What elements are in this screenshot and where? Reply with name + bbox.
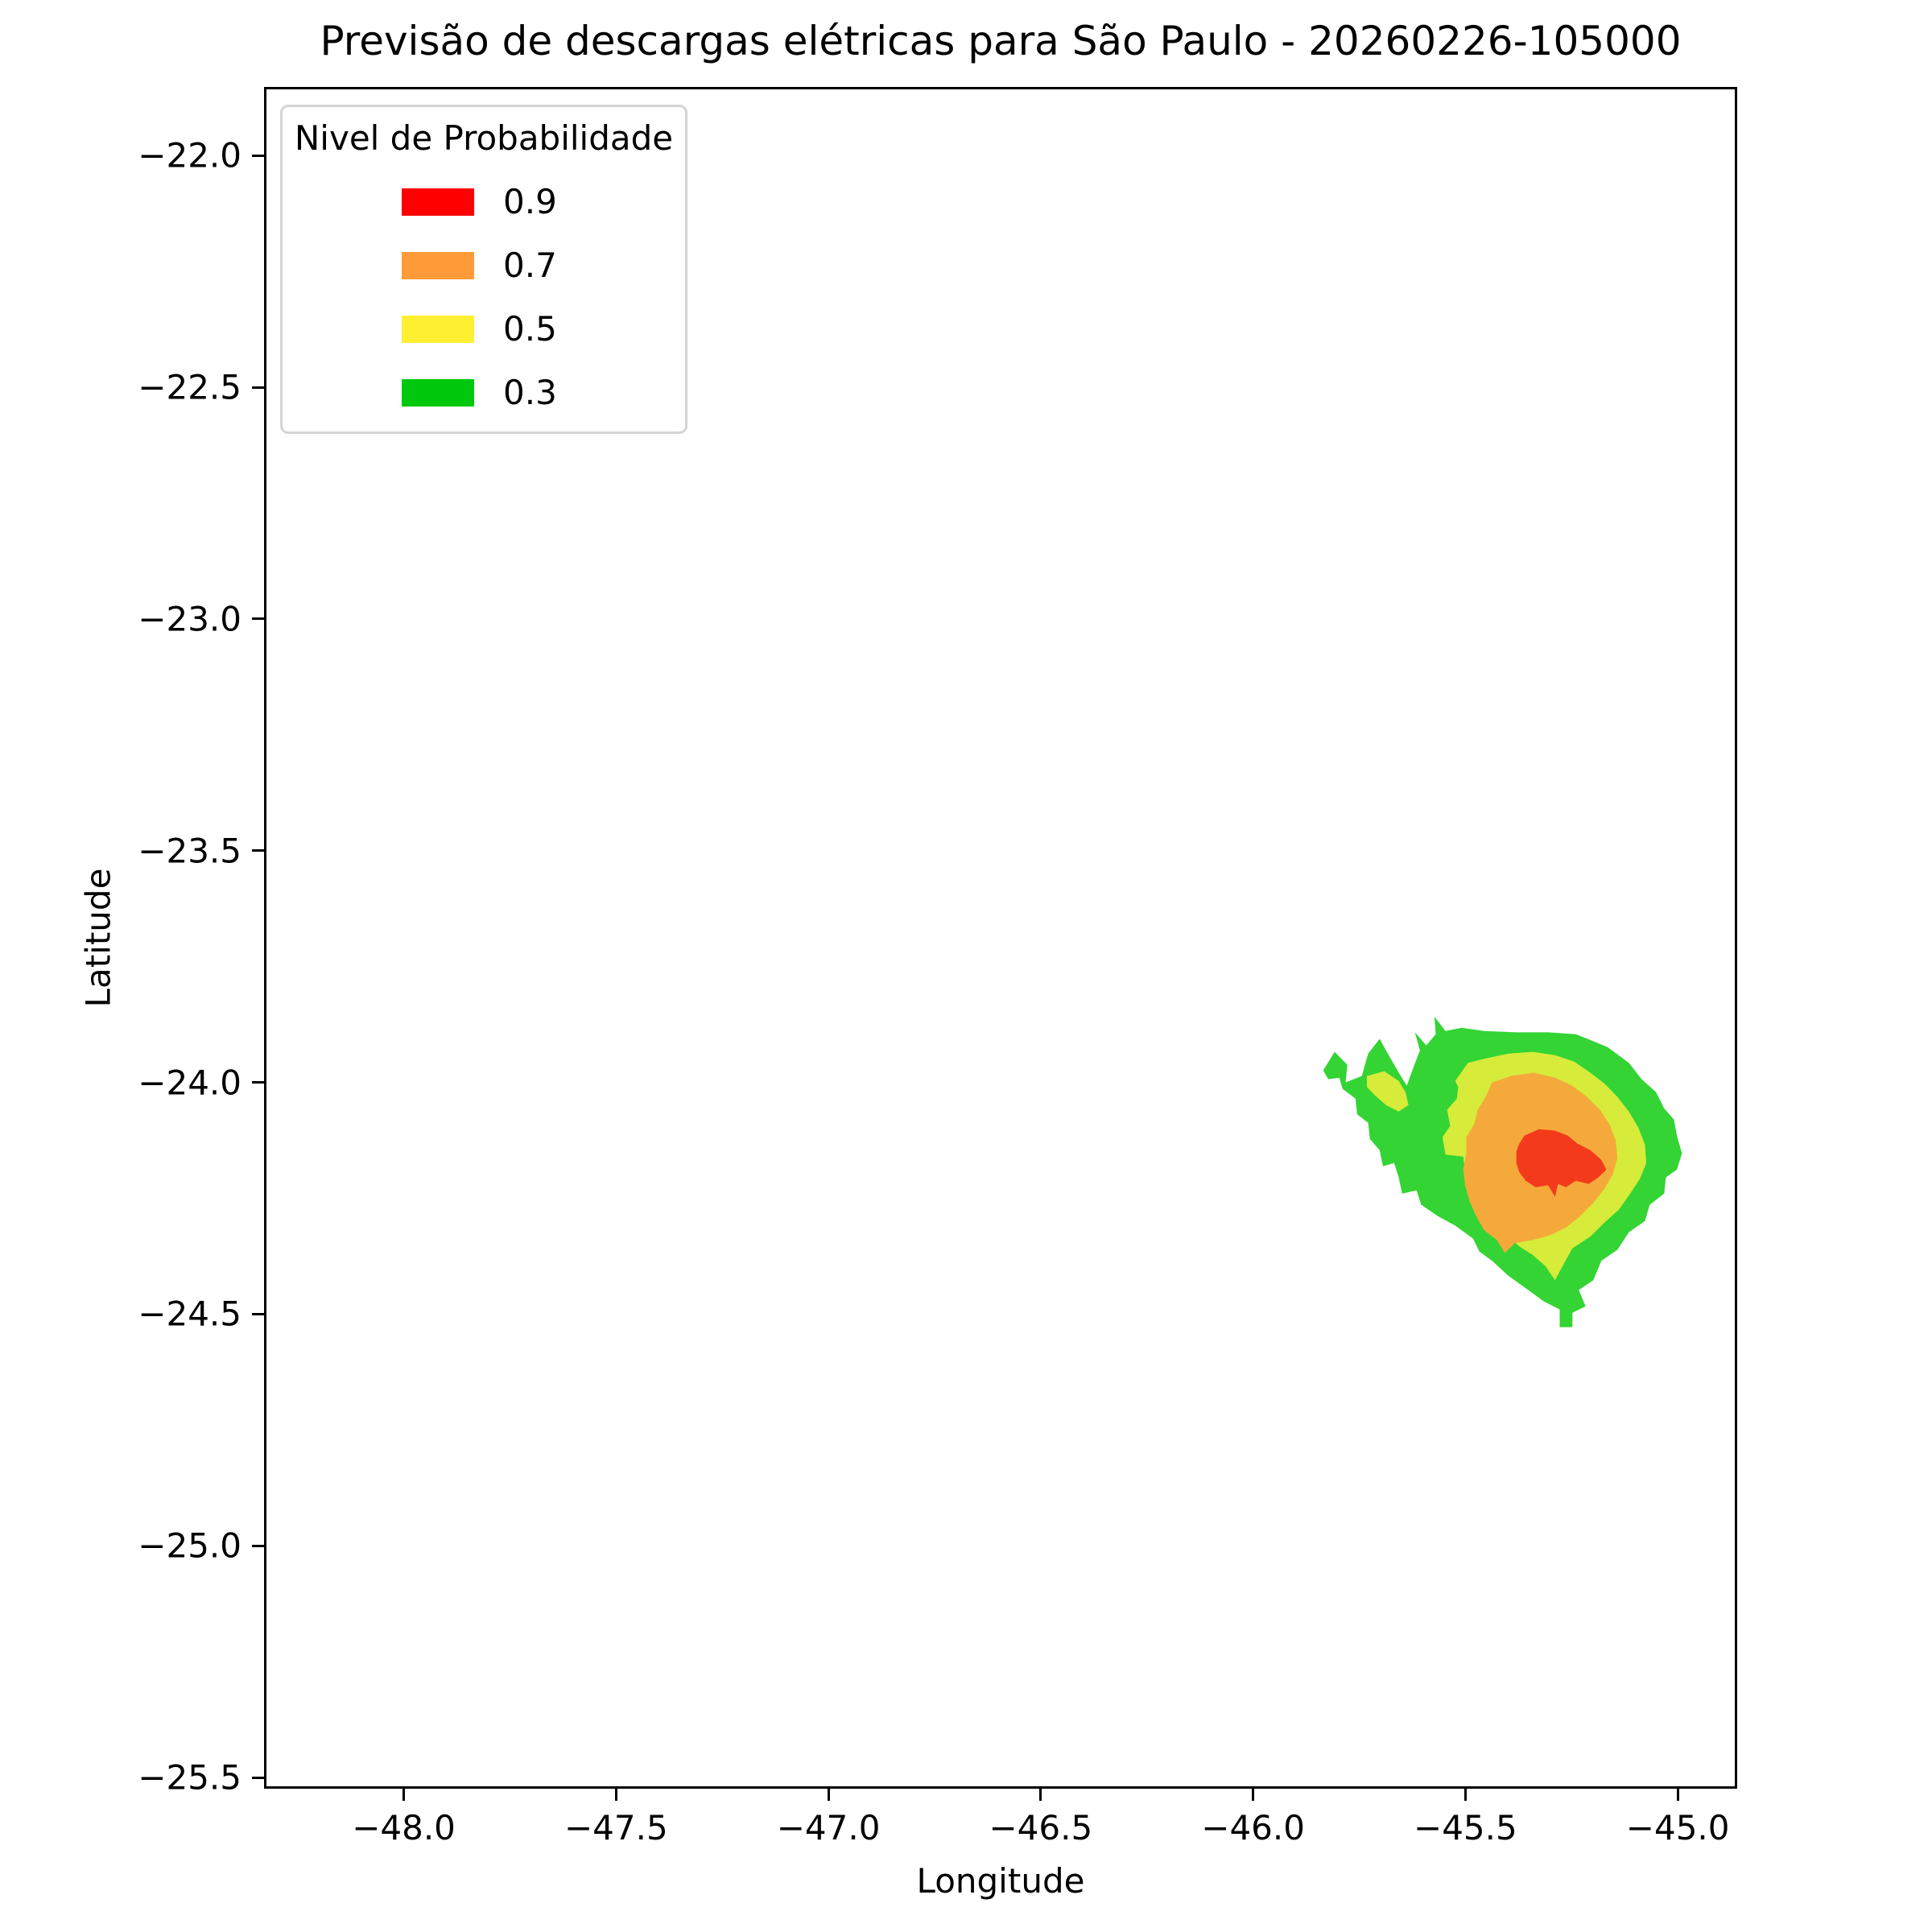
x-tick-label: −45.0 <box>1625 1808 1730 1847</box>
y-tick-label: −25.0 <box>138 1525 242 1566</box>
chart-title: Previsão de descargas elétricas para São… <box>320 18 1682 64</box>
x-tick-label: −47.0 <box>776 1808 881 1847</box>
y-tick-label: −23.0 <box>138 599 242 639</box>
prob-0.5-west-patch <box>1367 1071 1409 1112</box>
plot-area: −48.0 −47.5 −47.0 −46.5 −46.0 −45.5 −45.0 −22.… <box>138 87 1737 1847</box>
legend-entry: 0.5 <box>294 309 674 349</box>
legend-label: 0.7 <box>503 246 557 285</box>
legend-label: 0.9 <box>503 182 557 221</box>
x-tick-mark <box>614 1789 617 1801</box>
legend-swatch-0.9 <box>402 188 474 216</box>
y-tick-label: −25.5 <box>138 1757 242 1798</box>
x-tick-label: −48.0 <box>352 1808 456 1847</box>
y-tick-label: −23.5 <box>138 831 242 871</box>
x-tick-mark <box>402 1789 406 1801</box>
y-tick-label: −24.5 <box>138 1294 242 1334</box>
x-axis-label: Longitude <box>916 1861 1085 1901</box>
legend-entry: 0.7 <box>294 246 674 285</box>
legend: Nivel de Probabilidade 0.9 0.7 0.5 0.3 <box>280 105 687 434</box>
legend-swatch-0.3 <box>402 378 474 407</box>
x-tick-label: −46.5 <box>989 1808 1093 1847</box>
y-tick-label: −24.0 <box>138 1063 242 1103</box>
x-tick-mark <box>827 1789 830 1801</box>
y-tick-mark <box>252 154 264 157</box>
legend-entry: 0.9 <box>294 182 674 221</box>
x-tick-mark <box>1676 1789 1679 1801</box>
x-tick-label: −45.5 <box>1414 1808 1517 1847</box>
y-tick-mark <box>252 617 264 621</box>
y-tick-label: −22.5 <box>138 367 242 407</box>
y-tick-mark <box>252 849 264 852</box>
legend-label: 0.3 <box>503 373 557 412</box>
legend-swatch-0.7 <box>402 251 474 279</box>
y-axis-label: Latitude <box>78 868 118 1008</box>
legend-label: 0.5 <box>503 309 557 349</box>
x-tick-mark <box>1463 1789 1467 1801</box>
legend-title: Nivel de Probabilidade <box>294 118 674 158</box>
legend-entry: 0.3 <box>294 373 674 412</box>
x-tick-mark <box>1252 1789 1255 1801</box>
y-tick-mark <box>252 1544 264 1547</box>
y-tick-mark <box>252 1081 264 1084</box>
x-tick-label: −46.0 <box>1201 1808 1305 1847</box>
legend-swatch-0.5 <box>402 315 474 343</box>
prob-0.9 <box>1516 1129 1607 1197</box>
y-tick-mark <box>252 386 264 389</box>
y-tick-label: −22.0 <box>138 135 242 175</box>
contour-plot <box>1323 1016 1682 1327</box>
y-tick-mark <box>252 1312 264 1315</box>
contour-regions <box>1323 1016 1682 1327</box>
y-tick-mark <box>252 1776 264 1779</box>
x-tick-label: −47.5 <box>564 1808 668 1847</box>
x-tick-mark <box>1039 1789 1042 1801</box>
